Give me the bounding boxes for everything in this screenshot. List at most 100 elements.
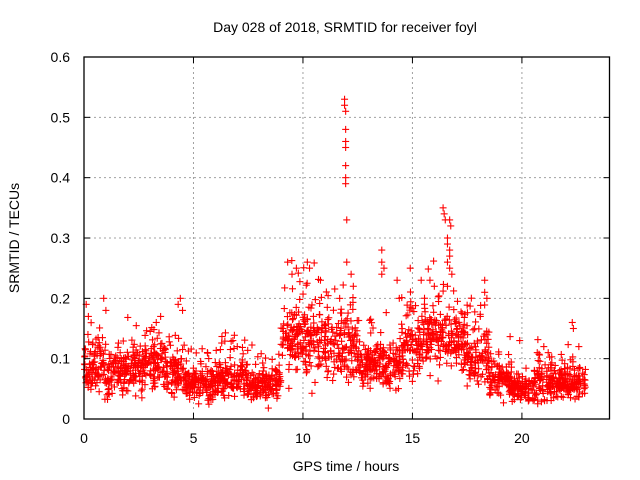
data-point <box>358 359 366 367</box>
data-point <box>284 258 292 266</box>
data-point <box>156 345 164 353</box>
data-point <box>302 361 310 369</box>
data-point <box>216 379 224 387</box>
data-point <box>461 329 469 337</box>
data-point <box>133 362 141 370</box>
data-point <box>414 345 422 353</box>
data-point <box>248 369 256 377</box>
data-point <box>561 371 569 379</box>
data-point <box>228 384 236 392</box>
data-point <box>137 368 145 376</box>
data-point <box>158 339 166 347</box>
data-point <box>551 361 559 369</box>
data-point <box>443 282 451 290</box>
data-point <box>545 381 553 389</box>
data-point <box>459 365 467 373</box>
data-point <box>119 337 127 345</box>
data-point <box>296 295 304 303</box>
data-point <box>221 329 229 337</box>
data-point <box>464 331 472 339</box>
data-point <box>218 333 226 341</box>
data-point <box>269 390 277 398</box>
data-point <box>344 378 352 386</box>
data-point <box>544 349 552 357</box>
data-point <box>439 287 447 295</box>
y-tick-label: 0.5 <box>51 109 71 125</box>
data-point <box>540 343 548 351</box>
data-point <box>348 368 356 376</box>
y-tick-label: 0 <box>62 411 70 427</box>
data-point <box>580 376 588 384</box>
data-point <box>480 332 488 340</box>
data-point <box>262 354 270 362</box>
data-point <box>450 337 458 345</box>
data-point <box>309 312 317 320</box>
data-point <box>386 341 394 349</box>
data-point <box>430 257 438 265</box>
data-point <box>83 378 91 386</box>
data-point <box>466 375 474 383</box>
data-point <box>392 386 400 394</box>
data-point <box>149 365 157 373</box>
data-point <box>260 364 268 372</box>
data-point <box>326 347 334 355</box>
data-point <box>484 335 492 343</box>
data-point <box>421 317 429 325</box>
data-point <box>163 385 171 393</box>
data-point <box>198 345 206 353</box>
data-point <box>153 350 161 358</box>
data-point <box>342 107 350 115</box>
data-point <box>505 372 513 380</box>
data-point <box>516 337 524 345</box>
data-point <box>477 352 485 360</box>
data-point <box>120 362 128 370</box>
data-point <box>364 362 372 370</box>
data-point <box>443 240 451 248</box>
data-point <box>537 386 545 394</box>
data-point <box>485 343 493 351</box>
data-point <box>169 369 177 377</box>
data-point <box>314 343 322 351</box>
data-point <box>259 377 267 385</box>
data-point <box>476 312 484 320</box>
data-point <box>132 322 140 330</box>
data-point <box>148 336 156 344</box>
data-point <box>407 341 415 349</box>
data-point <box>350 373 358 381</box>
data-point <box>288 327 296 335</box>
data-point <box>546 384 554 392</box>
data-point <box>452 318 460 326</box>
data-point <box>453 331 461 339</box>
data-point <box>153 334 161 342</box>
data-point <box>333 340 341 348</box>
data-point <box>414 324 422 332</box>
data-point <box>322 354 330 362</box>
data-point <box>342 180 350 188</box>
data-point <box>467 294 475 302</box>
data-point <box>566 365 574 373</box>
data-point <box>184 369 192 377</box>
data-point <box>481 276 489 284</box>
data-point <box>241 366 249 374</box>
data-point <box>426 276 434 284</box>
data-point <box>182 380 190 388</box>
data-point <box>335 353 343 361</box>
data-point <box>366 316 374 324</box>
data-point <box>329 306 337 314</box>
data-point <box>217 374 225 382</box>
data-point <box>447 320 455 328</box>
data-point <box>355 338 363 346</box>
data-point <box>248 341 256 349</box>
data-point <box>94 343 102 351</box>
data-point <box>448 270 456 278</box>
data-point <box>466 345 474 353</box>
data-point <box>473 337 481 345</box>
data-point <box>107 376 115 384</box>
data-point <box>238 371 246 379</box>
data-point <box>453 353 461 361</box>
data-point <box>453 325 461 333</box>
data-point <box>198 377 206 385</box>
data-point <box>469 326 477 334</box>
data-point <box>439 320 447 328</box>
data-point <box>268 355 276 363</box>
